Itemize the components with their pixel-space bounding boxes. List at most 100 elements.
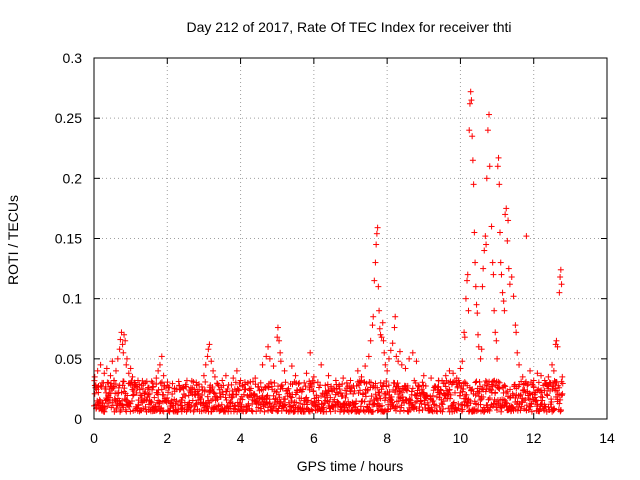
data-point [307,349,314,356]
data-point [429,392,436,399]
data-point [517,391,524,398]
data-point [508,274,515,281]
data-point [156,399,163,406]
data-point [99,379,106,386]
data-point [491,307,498,314]
data-point [367,398,374,405]
data-point [275,391,282,398]
data-point [482,233,489,240]
data-point [128,398,135,405]
data-point [343,379,350,386]
data-point [400,407,407,414]
data-point [145,391,152,398]
data-point [419,379,426,386]
data-point [402,365,409,372]
data-point [153,381,160,388]
data-point [383,378,390,385]
data-point [462,395,469,402]
data-point [375,283,382,290]
x-tick-label: 4 [237,430,245,446]
data-point [528,408,535,415]
data-point [343,390,350,397]
data-point [376,307,383,314]
data-point [557,407,564,414]
data-point [202,361,209,368]
data-point [393,353,400,360]
x-tick-label: 14 [599,430,615,446]
data-point [394,380,401,387]
data-point [351,401,358,408]
data-point [378,386,385,393]
data-point [496,181,503,188]
data-point [372,380,379,387]
data-point [533,397,540,404]
data-point [228,381,235,388]
data-point [138,382,145,389]
data-point [331,396,338,403]
data-point [255,383,262,390]
data-point [146,390,153,397]
data-point [506,281,513,288]
data-point [486,407,493,414]
data-point [123,361,130,368]
data-point [109,358,116,365]
data-point [156,361,163,368]
x-tick-label: 12 [526,430,542,446]
data-point [111,377,118,384]
data-point [556,400,563,407]
data-point [469,133,476,140]
data-point [265,343,272,350]
data-point [546,379,553,386]
data-point [459,406,466,413]
data-point [451,378,458,385]
data-point [477,355,484,362]
data-point [131,379,138,386]
data-point [504,237,511,244]
data-point [433,402,440,409]
data-point [288,398,295,405]
data-point [493,337,500,344]
data-point [418,400,425,407]
data-point [453,375,460,382]
data-point [375,389,382,396]
data-point [278,381,285,388]
data-point [395,358,402,365]
data-point [371,277,378,284]
data-point [228,394,235,401]
data-point [274,334,281,341]
data-point [150,383,157,390]
data-point [178,405,185,412]
data-point [392,313,399,320]
data-point [186,387,193,394]
data-point [105,379,112,386]
data-point [550,367,557,374]
data-point [382,361,389,368]
data-point [460,386,467,393]
data-point [543,391,550,398]
data-point [209,384,216,391]
data-point [362,363,369,370]
data-point [193,400,200,407]
data-point [428,404,435,411]
data-point [545,373,552,380]
data-point [425,402,432,409]
data-point [471,229,478,236]
data-point [160,408,167,415]
data-point [553,337,560,344]
data-point [114,355,121,362]
x-tick-label: 2 [163,430,171,446]
data-point [101,370,108,377]
data-point [503,205,510,212]
data-point [541,387,548,394]
data-point [472,379,479,386]
data-point [340,408,347,415]
data-point [158,379,165,386]
data-point [416,383,423,390]
data-point [214,396,221,403]
data-point [271,379,278,386]
data-point [474,310,481,317]
data-point [475,331,482,338]
data-point [310,373,317,380]
data-point [230,375,237,382]
data-point [468,97,475,104]
